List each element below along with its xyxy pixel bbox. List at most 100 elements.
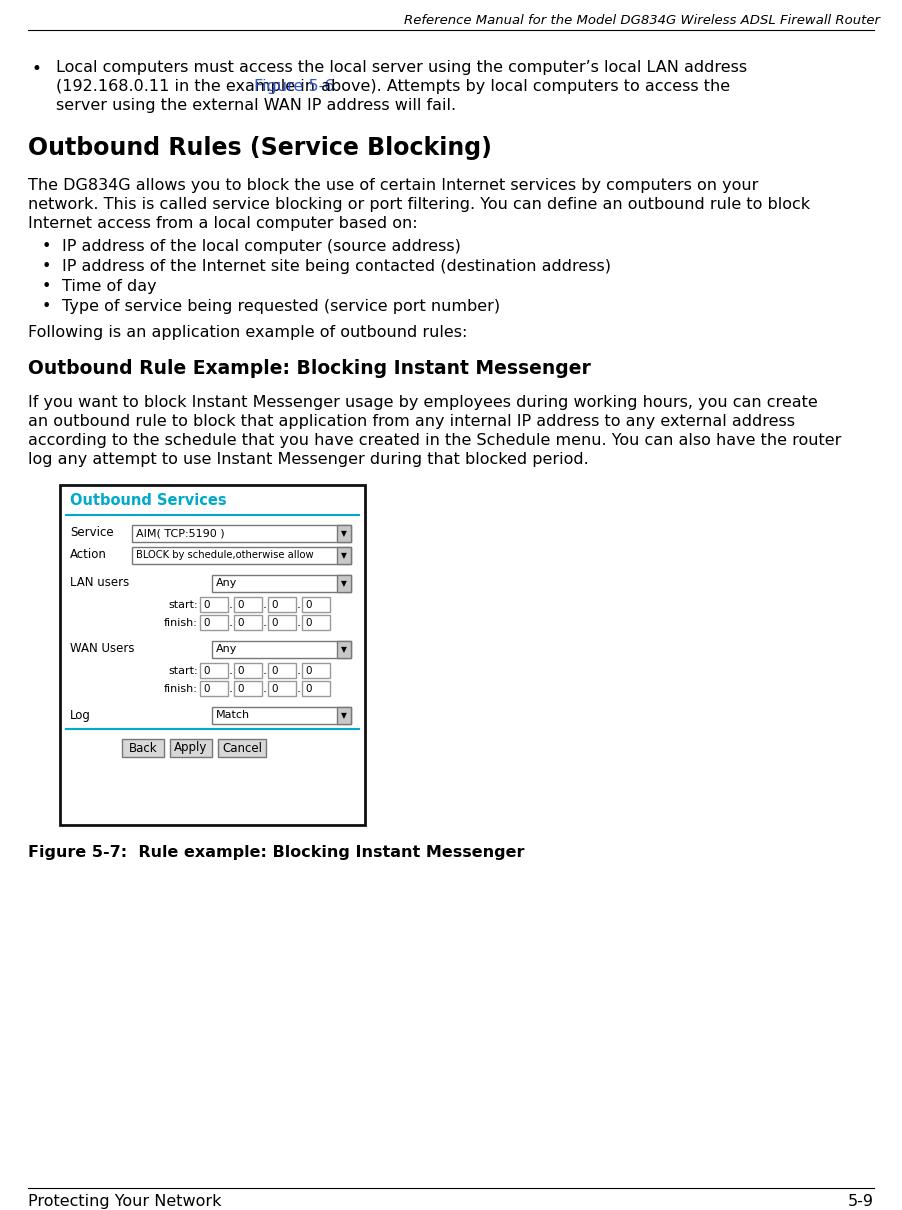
Text: ▼: ▼ (341, 645, 347, 653)
Bar (337, 707, 351, 724)
Text: Outbound Rule Example: Blocking Instant Messenger: Outbound Rule Example: Blocking Instant … (28, 359, 591, 378)
Text: .: . (229, 682, 233, 696)
Text: Type of service being requested (service port number): Type of service being requested (service… (62, 299, 500, 315)
Text: 0: 0 (271, 617, 278, 628)
Text: 0: 0 (203, 684, 209, 693)
Text: ▼: ▼ (341, 529, 347, 538)
Text: Cancel: Cancel (222, 742, 262, 755)
Bar (337, 575, 351, 592)
Text: 0: 0 (203, 617, 209, 628)
Bar (337, 525, 351, 542)
Text: Action: Action (70, 548, 106, 561)
Text: .: . (229, 664, 233, 678)
Bar (268, 681, 296, 696)
Text: 0: 0 (271, 684, 278, 693)
Text: Match: Match (216, 710, 250, 720)
Bar (337, 547, 351, 564)
Text: •: • (42, 280, 51, 294)
Bar (268, 663, 296, 678)
Text: .: . (229, 599, 233, 611)
Text: 0: 0 (305, 684, 311, 693)
Bar (302, 681, 330, 696)
Bar (200, 681, 228, 696)
Text: 0: 0 (237, 684, 244, 693)
Text: .: . (297, 664, 301, 678)
Text: 0: 0 (305, 666, 311, 675)
Bar (122, 739, 164, 757)
Bar (212, 707, 351, 724)
Text: Internet access from a local computer based on:: Internet access from a local computer ba… (28, 217, 418, 231)
Bar (170, 739, 212, 757)
Text: .: . (263, 599, 267, 611)
Bar (234, 681, 262, 696)
Text: .: . (297, 682, 301, 696)
Text: •: • (42, 299, 51, 315)
Text: Log: Log (70, 709, 91, 721)
Bar (234, 663, 262, 678)
Text: •: • (42, 240, 51, 254)
Bar (132, 547, 351, 564)
Text: start:: start: (169, 666, 198, 676)
Text: 0: 0 (237, 599, 244, 610)
Text: Figure 5-6: Figure 5-6 (253, 79, 335, 94)
Text: Outbound Services: Outbound Services (70, 492, 226, 508)
Text: .: . (297, 599, 301, 611)
Text: (192.168.0.11 in the example in: (192.168.0.11 in the example in (56, 79, 320, 94)
Text: 5-9: 5-9 (848, 1194, 874, 1209)
Bar (337, 641, 351, 658)
Text: IP address of the local computer (source address): IP address of the local computer (source… (62, 240, 461, 254)
Text: above). Attempts by local computers to access the: above). Attempts by local computers to a… (316, 79, 730, 94)
Text: Time of day: Time of day (62, 280, 157, 294)
Text: log any attempt to use Instant Messenger during that blocked period.: log any attempt to use Instant Messenger… (28, 453, 589, 467)
Bar (302, 615, 330, 630)
Bar (200, 615, 228, 630)
Text: ▼: ▼ (341, 551, 347, 560)
Bar (212, 575, 351, 592)
Bar (268, 615, 296, 630)
Bar (234, 615, 262, 630)
Text: Apply: Apply (174, 742, 207, 755)
Text: Figure 5-7:  Rule example: Blocking Instant Messenger: Figure 5-7: Rule example: Blocking Insta… (28, 845, 524, 860)
Bar (200, 597, 228, 612)
Bar (268, 597, 296, 612)
Bar (218, 739, 266, 757)
Bar (200, 663, 228, 678)
Text: .: . (297, 617, 301, 629)
Text: Back: Back (129, 742, 157, 755)
Text: .: . (263, 664, 267, 678)
Text: an outbound rule to block that application from any internal IP address to any e: an outbound rule to block that applicati… (28, 414, 795, 430)
Text: The DG834G allows you to block the use of certain Internet services by computers: The DG834G allows you to block the use o… (28, 178, 759, 194)
Text: Any: Any (216, 645, 237, 655)
Text: according to the schedule that you have created in the Schedule menu. You can al: according to the schedule that you have … (28, 433, 842, 448)
Bar (302, 663, 330, 678)
Text: BLOCK by schedule,otherwise allow: BLOCK by schedule,otherwise allow (136, 551, 314, 560)
Text: WAN Users: WAN Users (70, 643, 134, 656)
Text: network. This is called service blocking or port filtering. You can define an ou: network. This is called service blocking… (28, 197, 810, 212)
Text: 0: 0 (203, 666, 209, 675)
Text: 0: 0 (237, 617, 244, 628)
Text: Reference Manual for the Model DG834G Wireless ADSL Firewall Router: Reference Manual for the Model DG834G Wi… (404, 15, 880, 27)
Text: AIM( TCP:5190 ): AIM( TCP:5190 ) (136, 529, 225, 538)
Text: Local computers must access the local server using the computer’s local LAN addr: Local computers must access the local se… (56, 60, 747, 75)
Text: Following is an application example of outbound rules:: Following is an application example of o… (28, 325, 467, 340)
Text: 0: 0 (305, 617, 311, 628)
Text: .: . (263, 617, 267, 629)
Text: 0: 0 (237, 666, 244, 675)
Text: IP address of the Internet site being contacted (destination address): IP address of the Internet site being co… (62, 259, 611, 273)
Text: Outbound Rules (Service Blocking): Outbound Rules (Service Blocking) (28, 136, 492, 160)
Text: Any: Any (216, 578, 237, 588)
Text: 0: 0 (305, 599, 311, 610)
Bar (212, 641, 351, 658)
Text: .: . (229, 617, 233, 629)
Bar (234, 597, 262, 612)
Text: start:: start: (169, 600, 198, 610)
Text: ▼: ▼ (341, 711, 347, 720)
Text: .: . (263, 682, 267, 696)
Text: 0: 0 (271, 666, 278, 675)
Text: 0: 0 (203, 599, 209, 610)
Text: •: • (42, 259, 51, 273)
Text: If you want to block Instant Messenger usage by employees during working hours, : If you want to block Instant Messenger u… (28, 394, 818, 410)
Text: •: • (32, 60, 41, 77)
Text: Protecting Your Network: Protecting Your Network (28, 1194, 222, 1209)
Text: LAN users: LAN users (70, 576, 129, 589)
